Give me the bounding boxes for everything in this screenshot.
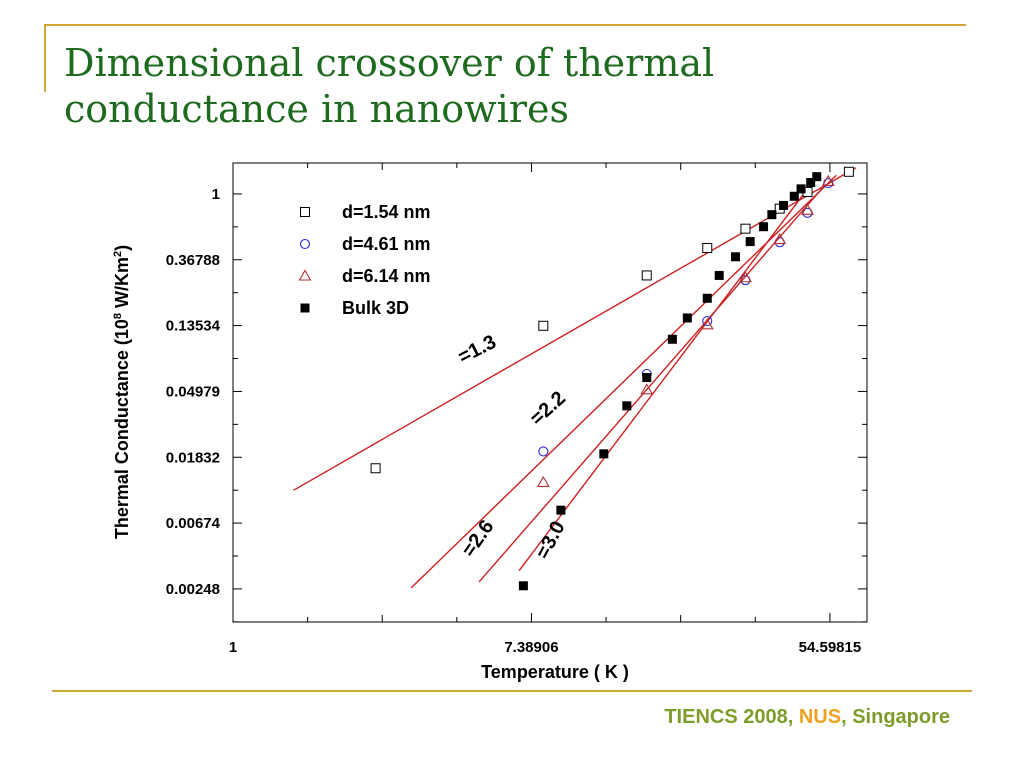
chart: 1 7.38906 54.59815 1 0.36788 0.13534 0.04979 0.… [0,0,1024,768]
y-tick-label: 1 [212,186,220,203]
data-point [539,447,548,456]
legend-label: Bulk 3D [342,298,409,318]
x-tick-label: 7.38906 [504,639,558,656]
data-point [538,477,549,487]
footer-part1: TIENCS 2008, [664,706,799,728]
data-point [703,294,712,303]
fit-line-label: =1.3 [455,331,500,369]
y-tick-label: 0.00248 [166,581,220,598]
legend: d=1.54 nm d=4.61 nm d=6.14 nm Bulk 3D [300,202,431,318]
data-point [642,271,651,280]
data-point [741,224,750,233]
legend-label: d=1.54 nm [342,202,431,222]
y-tick-label: 0.04979 [166,383,220,400]
data-point [622,401,631,410]
legend-marker [301,240,310,249]
data-point [812,172,821,181]
data-point [556,506,565,515]
y-axis-label-part: W/Km [112,257,132,313]
legend-label: d=6.14 nm [342,266,431,286]
y-tick-label: 0.13534 [166,318,221,335]
y-axis-label-part: Thermal Conductance (10 [112,319,132,539]
footer-part3: , Singapore [841,706,950,728]
fit-line-labels: =1.3 =2.2 =2.6 =3.0 [455,331,570,563]
legend-marker [301,208,310,217]
y-axis-label: Thermal Conductance (108 W/Km2) [112,245,132,539]
x-axis-label: Temperature ( K ) [481,662,629,682]
fit-line-label: =2.2 [526,387,570,430]
data-point [668,335,677,344]
x-tick-label: 54.59815 [799,639,862,656]
data-point [539,321,548,330]
data-points [371,167,853,590]
legend-marker [300,271,311,281]
legend-marker [301,304,310,313]
data-point [746,237,755,246]
x-tick-label: 1 [229,639,237,656]
footer: TIENCS 2008, NUS, Singapore [664,706,950,729]
data-point [731,252,740,261]
fit-lines [294,168,856,588]
data-point [703,243,712,252]
y-axis-label-part: ) [112,245,132,251]
data-point [683,313,692,322]
data-point [844,167,853,176]
data-point [759,222,768,231]
data-point [779,201,788,210]
data-point [715,271,724,280]
fit-line-label: =2.6 [458,516,499,561]
y-tick-label: 0.36788 [166,252,220,269]
fit-line-label: =3.0 [532,518,570,563]
data-point [642,373,651,382]
y-tick-label: 0.00674 [166,515,221,532]
data-point [797,184,806,193]
data-point [599,449,608,458]
y-tick-label: 0.01832 [166,449,220,466]
accent-bar-bottom [52,690,972,692]
fit-line [479,188,823,582]
footer-highlight: NUS [799,706,841,728]
data-point [371,464,380,473]
data-point [767,210,776,219]
data-point [519,581,528,590]
legend-label: d=4.61 nm [342,234,431,254]
